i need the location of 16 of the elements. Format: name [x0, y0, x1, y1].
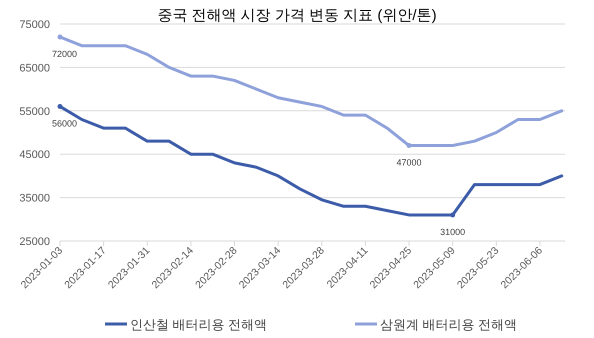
annotation: 31000	[440, 226, 466, 237]
y-tick-label: 25000	[19, 236, 50, 248]
y-tick-label: 75000	[19, 19, 50, 31]
chart-title: 중국 전해액 시장 가격 변동 지표 (위안/톤)	[157, 7, 437, 24]
y-tick-label: 35000	[19, 192, 50, 205]
annotation: 47000	[396, 158, 422, 168]
point	[58, 104, 62, 109]
legend-label: 인산철 배터리용 전해액	[130, 317, 268, 332]
point	[450, 212, 456, 218]
point	[58, 34, 62, 40]
y-tick-label: 55000	[19, 106, 50, 118]
annotation: 72000	[52, 49, 78, 60]
legend-label: 삼원계 배터리용 전해액	[380, 317, 518, 332]
y-tick-label: 65000	[19, 62, 50, 74]
y-tick-label: 45000	[19, 149, 50, 162]
annotation: 56000	[52, 118, 78, 128]
